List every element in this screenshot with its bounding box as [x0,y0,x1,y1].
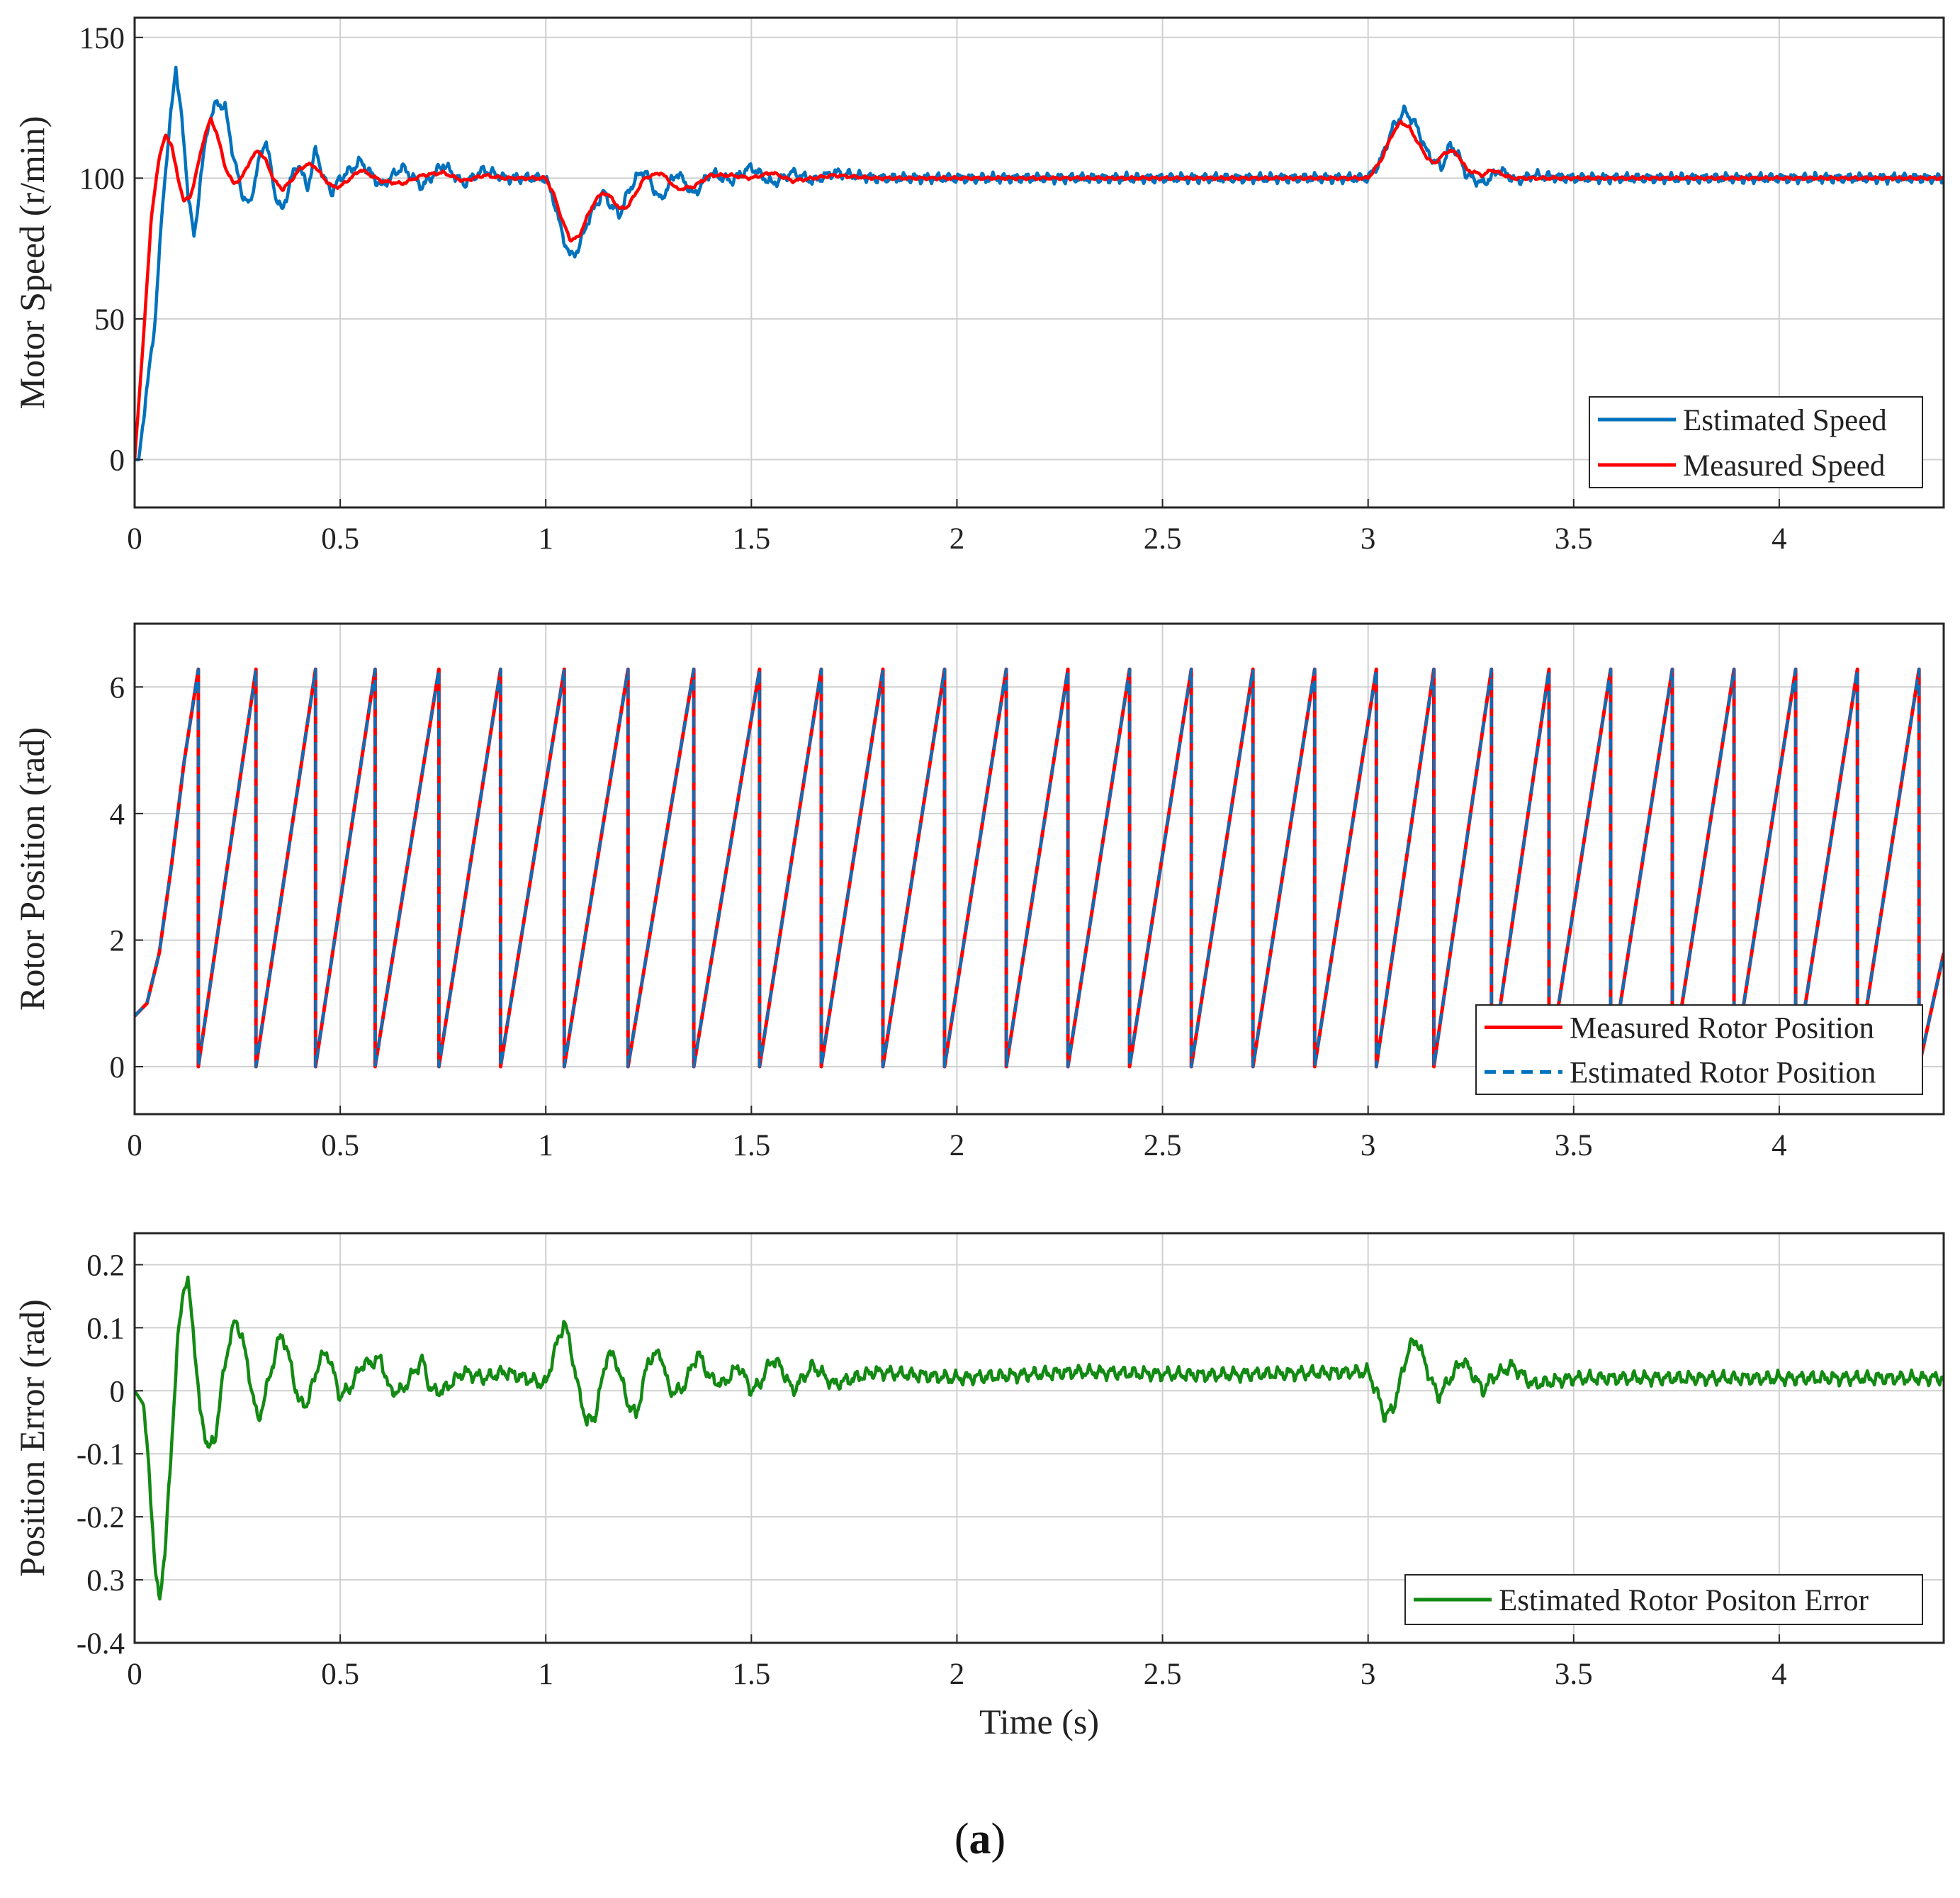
x-tick-label: 3 [1361,1658,1376,1691]
speed-plot-lines [135,65,1944,461]
speed-legend: Estimated Speed Measured Speed [1589,396,1923,488]
x-tick-label: 0.5 [321,1129,359,1162]
x-tick-label: 2.5 [1144,522,1182,556]
y-tick-label: 4 [110,798,125,831]
x-tick-label: 4 [1772,1129,1787,1162]
speed-y-axis-label: Motor Speed (r/min) [12,116,52,410]
x-tick-label: 1.5 [732,1129,770,1162]
x-tick-label: 2 [950,1658,965,1691]
x-tick-label: 1 [538,1129,553,1162]
legend-box [1589,396,1923,488]
position-plot-lines [135,667,1944,1069]
x-tick-label: 3.5 [1555,522,1593,556]
x-tick-label: 3.5 [1555,1658,1593,1691]
error-x-axis-label: Time (s) [979,1702,1099,1741]
series-line-estimated-rotor-position [135,668,1944,1068]
position-tick-labels: 0 0.5 1 1.5 2 2.5 3 3.5 4 0 2 4 6 [110,671,1787,1162]
x-tick-label: 0 [127,1658,142,1691]
position-axes-frame [133,622,1945,1116]
y-tick-label: 0.3 [86,1564,125,1597]
error-axes-frame [133,1232,1945,1644]
y-tick-label: 0 [110,1375,125,1408]
error-tick-labels: 0 0.5 1 1.5 2 2.5 3 3.5 4 -0.4 0.3 -0.2 -0.1 0 0.1 0.2 [77,1249,1787,1691]
x-tick-label: 2.5 [1144,1129,1182,1162]
y-tick-label: 150 [79,22,125,55]
speed-panel: 0 0.5 1 1.5 2 2.5 3 3.5 4 0 50 100 150 Motor Speed (… [12,16,1945,556]
x-tick-label: 3 [1361,522,1376,556]
y-tick-label: 6 [110,671,125,704]
y-tick-label: 0.1 [86,1312,125,1345]
x-tick-label: 4 [1772,1658,1787,1691]
error-panel: 0 0.5 1 1.5 2 2.5 3 3.5 4-0.40.3-0.2-0.100.10.2 … [12,1232,1945,1741]
error-y-axis-label: Position Error (rad) [12,1299,52,1577]
x-tick-label: 0.5 [321,1658,359,1691]
y-tick-label: 100 [79,162,125,196]
x-tick-label: 1 [538,522,553,556]
speed-axes-frame [133,16,1945,509]
position-panel: 0 0.5 1 1.5 2 2.5 3 3.5 4 0 2 4 6 Rotor Position (ra… [12,622,1945,1162]
x-tick-label: 3.5 [1555,1129,1593,1162]
legend-label-estimated-speed: Estimated Speed [1683,404,1887,437]
x-tick-label: 2 [950,522,965,556]
figure-caption: (a) [0,1814,1960,1865]
y-tick-label: 2 [110,924,125,958]
x-tick-label: 0 [127,522,142,556]
y-tick-label: -0.1 [77,1438,125,1471]
error-legend: Estimated Rotor Positon Error [1404,1574,1923,1625]
x-tick-label: 1 [538,1658,553,1691]
caption-letter: a [969,1815,991,1863]
x-tick-label: 2 [950,1129,965,1162]
error-plot-lines [135,1275,1944,1601]
position-y-axis-label: Rotor Position (rad) [12,727,52,1011]
caption-open: ( [954,1815,969,1863]
x-tick-label: 0.5 [321,522,359,556]
y-tick-label: 50 [94,303,125,337]
position-legend: Measured Rotor Position Estimated Rotor P… [1475,1004,1923,1095]
position-grid [134,624,1944,1114]
y-tick-label: 0 [110,1051,125,1084]
x-tick-label: 3 [1361,1129,1376,1162]
series-line-measured-speed [135,116,1944,460]
x-tick-label: 1.5 [732,1658,770,1691]
y-tick-label: -0.4 [77,1627,125,1661]
x-tick-label: 2.5 [1144,1658,1182,1691]
y-tick-label: 0 [110,444,125,477]
x-tick-label: 1.5 [732,522,770,556]
legend-label-estimated-rotor-position: Estimated Rotor Position [1570,1057,1876,1090]
y-tick-label: 0.2 [86,1249,125,1282]
legend-label-measured-rotor-position: Measured Rotor Position [1570,1012,1874,1045]
speed-tick-labels: 0 0.5 1 1.5 2 2.5 3 3.5 4 0 50 100 150 [79,22,1787,556]
series-line-estimated-speed [135,65,1944,461]
x-tick-label: 4 [1772,522,1787,556]
legend-box [1475,1004,1923,1095]
legend-label-measured-speed: Measured Speed [1683,449,1885,483]
series-line-estimated-rotor-positon-error [135,1275,1944,1601]
caption-close: ) [991,1815,1006,1863]
x-tick-label: 0 [127,1129,142,1162]
legend-label-estimated-rotor-positon-error: Estimated Rotor Positon Error [1499,1584,1869,1617]
y-tick-label: -0.2 [77,1501,125,1534]
